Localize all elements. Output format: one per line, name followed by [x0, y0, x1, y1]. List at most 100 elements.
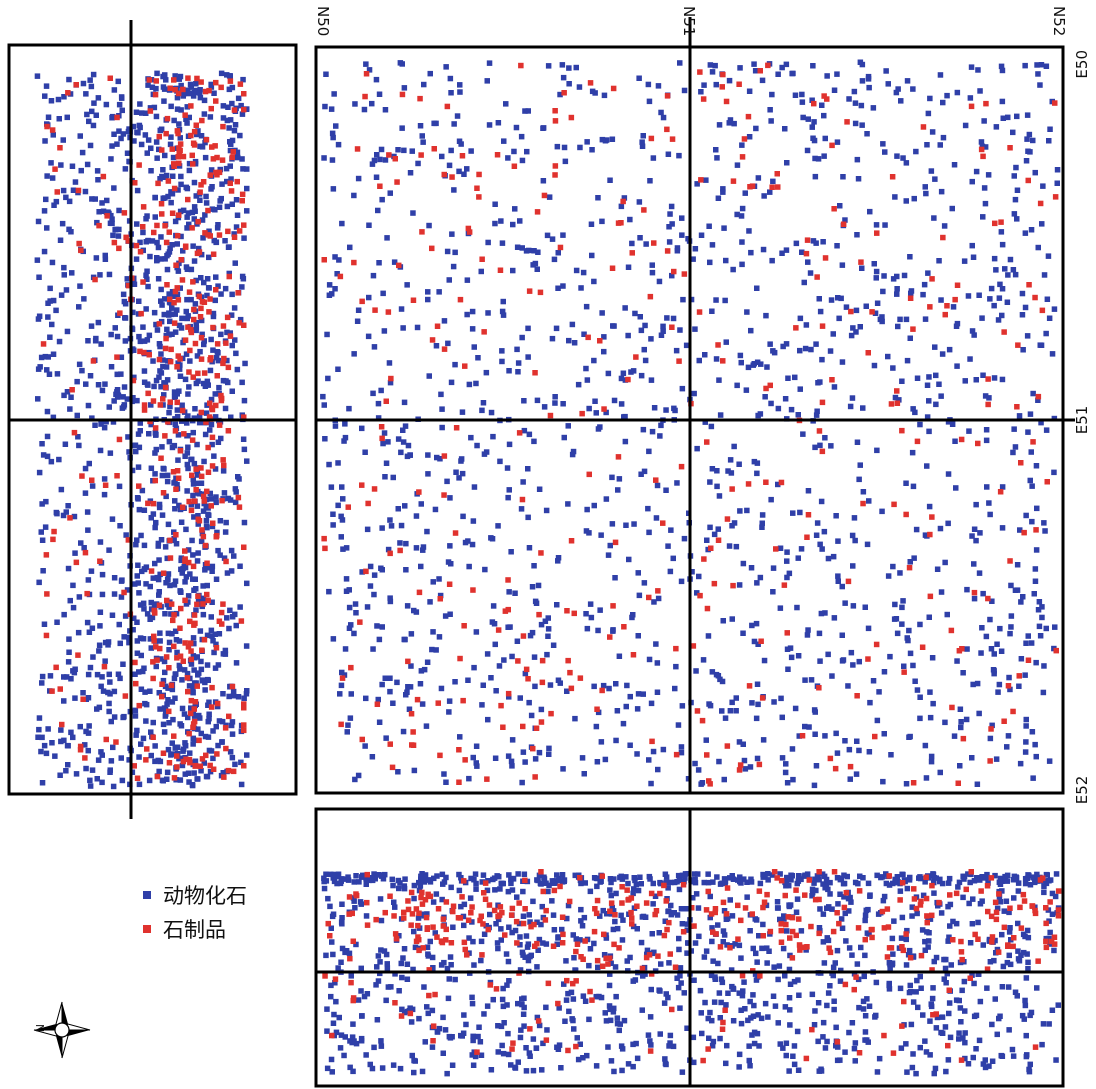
- fauna-point: [150, 511, 157, 517]
- fauna-point: [228, 414, 234, 420]
- fauna-point: [118, 371, 124, 377]
- fauna-point: [177, 135, 183, 141]
- fauna-point: [899, 378, 905, 384]
- fauna-point: [903, 781, 910, 787]
- lithic-point: [573, 1043, 579, 1050]
- fauna-point: [775, 1020, 781, 1026]
- fauna-point: [417, 883, 424, 889]
- fauna-point: [966, 900, 972, 907]
- fauna-point: [648, 1042, 654, 1048]
- fauna-point: [210, 728, 216, 734]
- fauna-point: [748, 249, 754, 256]
- fauna-point: [577, 144, 583, 151]
- lithic-point: [167, 358, 174, 365]
- fauna-point: [136, 506, 143, 513]
- fauna-point: [148, 729, 154, 735]
- fauna-point: [542, 618, 549, 624]
- fauna-point: [110, 419, 117, 425]
- fauna-point: [323, 71, 329, 77]
- lithic-point: [816, 428, 823, 434]
- lithic-point: [474, 185, 480, 191]
- lithic-point: [950, 937, 956, 943]
- fauna-point: [1053, 1057, 1059, 1063]
- fauna-point: [913, 148, 919, 155]
- fauna-point: [343, 588, 350, 594]
- fauna-point: [190, 552, 196, 558]
- fauna-point: [158, 126, 165, 132]
- fauna-point: [569, 451, 576, 458]
- fauna-point: [411, 767, 418, 774]
- fauna-point: [668, 902, 674, 909]
- fauna-point: [59, 220, 66, 227]
- lithic-point: [526, 288, 533, 294]
- fauna-point: [424, 1004, 430, 1010]
- fauna-point: [741, 757, 748, 764]
- fauna-point: [562, 1018, 568, 1024]
- fauna-point: [376, 636, 383, 643]
- fauna-point: [797, 315, 804, 322]
- fauna-point: [190, 689, 196, 696]
- lithic-point: [1015, 342, 1021, 348]
- fauna-point: [751, 1040, 758, 1047]
- fauna-point: [99, 200, 105, 206]
- fauna-point: [427, 599, 433, 605]
- fauna-point: [495, 916, 502, 923]
- fauna-point: [199, 530, 206, 537]
- fauna-point: [175, 268, 182, 274]
- lithic-point: [706, 778, 712, 784]
- fauna-point: [809, 991, 816, 998]
- lithic-point: [193, 122, 199, 128]
- fauna-point: [119, 777, 126, 784]
- fauna-point: [788, 877, 794, 883]
- fauna-point: [937, 72, 944, 78]
- fauna-point: [647, 1014, 654, 1020]
- fauna-point: [171, 442, 178, 449]
- fauna-point: [737, 352, 744, 359]
- fauna-point: [622, 438, 629, 445]
- fauna-point: [1007, 686, 1013, 693]
- lithic-point: [202, 230, 208, 236]
- fauna-point: [215, 547, 221, 554]
- lithic-point: [191, 612, 198, 618]
- fauna-point: [751, 1029, 758, 1036]
- lithic-point: [924, 913, 930, 919]
- fauna-point: [143, 272, 149, 278]
- fauna-point: [522, 759, 528, 765]
- fauna-point: [42, 353, 49, 360]
- fauna-point: [488, 409, 495, 416]
- fauna-point: [231, 127, 238, 134]
- fauna-point: [843, 938, 849, 944]
- lithic-point: [505, 690, 512, 697]
- fauna-point: [401, 147, 407, 154]
- fauna-point: [895, 86, 901, 92]
- fauna-point: [39, 501, 45, 507]
- fauna-point: [488, 1067, 495, 1073]
- fauna-point: [99, 752, 105, 758]
- fauna-point: [378, 146, 385, 153]
- fauna-point: [632, 310, 638, 317]
- fauna-point: [143, 718, 149, 724]
- fauna-point: [819, 546, 825, 552]
- fauna-point: [63, 194, 69, 201]
- fauna-point: [232, 260, 238, 266]
- fauna-point: [722, 715, 729, 721]
- lithic-point: [571, 610, 577, 617]
- fauna-point: [1022, 749, 1029, 755]
- fauna-point: [602, 1010, 608, 1016]
- fauna-point: [61, 737, 67, 744]
- fauna-point: [57, 237, 64, 243]
- fauna-point: [772, 1003, 779, 1009]
- fauna-point: [894, 291, 900, 297]
- fauna-point: [203, 523, 210, 529]
- fauna-point: [521, 1023, 527, 1029]
- fauna-point: [696, 357, 702, 364]
- lithic-point: [405, 906, 412, 913]
- lithic-point: [697, 592, 703, 599]
- fauna-point: [90, 654, 96, 660]
- fauna-point: [755, 641, 761, 647]
- fauna-point: [530, 1036, 537, 1042]
- fauna-point: [407, 684, 414, 690]
- fauna-point: [141, 507, 148, 513]
- fauna-point: [824, 73, 830, 79]
- fauna-point: [850, 325, 856, 331]
